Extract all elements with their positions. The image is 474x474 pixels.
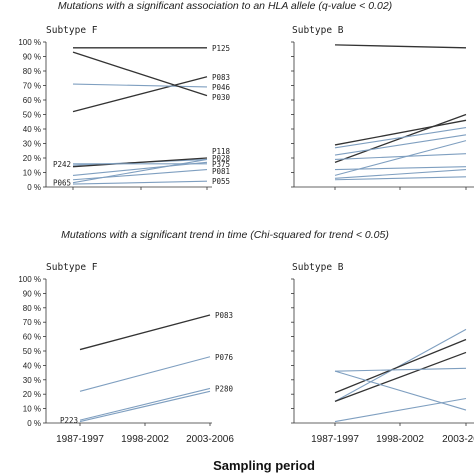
y-tick-label: 0 % xyxy=(27,183,41,192)
x-tick-label: 1987-1997 xyxy=(56,434,104,445)
series-line xyxy=(334,166,467,171)
series-label-p076: P076 xyxy=(215,353,234,362)
y-tick-label: 50 % xyxy=(23,111,41,120)
series-label-p083: P083 xyxy=(212,73,230,82)
series-label-p028: P028 xyxy=(212,154,231,163)
series-line xyxy=(334,351,467,403)
series-label-p223: P223 xyxy=(60,416,78,425)
bottom-panel-title: Mutations with a significant trend in ti… xyxy=(61,229,389,241)
series-line-p076 xyxy=(79,356,211,392)
y-tick-label: 80 % xyxy=(23,67,41,76)
series-line-p055 xyxy=(72,180,208,185)
series-line xyxy=(334,113,467,163)
panel-subtitle: Subtype F xyxy=(46,25,98,36)
series-label-p081: P081 xyxy=(212,167,230,176)
series-line-p375 xyxy=(72,161,208,176)
y-tick-label: 90 % xyxy=(23,53,41,62)
x-tick-label: 2003-2006 xyxy=(186,434,234,445)
series-line xyxy=(334,176,467,181)
y-tick-label: 40 % xyxy=(23,125,41,134)
series-label-p125: P125 xyxy=(212,44,230,53)
y-tick-label: 0 % xyxy=(27,419,41,428)
series-label-p375: P375 xyxy=(212,160,230,169)
y-tick-label: 10 % xyxy=(23,169,41,178)
y-tick-label: 70 % xyxy=(23,318,41,327)
y-tick-label: 50 % xyxy=(23,347,41,356)
y-tick-label: 70 % xyxy=(23,82,41,91)
series-line-p028 xyxy=(72,157,208,168)
series-line xyxy=(334,370,467,411)
series-line-p081 xyxy=(72,169,208,181)
y-tick-label: 30 % xyxy=(23,376,41,385)
series-label-p046: P046 xyxy=(212,83,231,92)
y-tick-label: 60 % xyxy=(23,333,41,342)
series-line-p065 xyxy=(72,158,208,184)
series-line-p223 xyxy=(79,390,211,423)
series-line xyxy=(334,397,467,423)
x-axis-label: Sampling period xyxy=(213,458,315,473)
series-label-p280: P280 xyxy=(215,384,234,393)
series-line-p280 xyxy=(79,387,211,421)
x-tick-label: 1998-2002 xyxy=(376,434,424,445)
series-line xyxy=(334,328,467,402)
series-line xyxy=(334,44,467,49)
series-label-p030: P030 xyxy=(212,93,231,102)
series-label-p083: P083 xyxy=(215,311,233,320)
series-label-p242: P242 xyxy=(53,160,71,169)
panel-subtitle: Subtype F xyxy=(46,262,98,273)
y-tick-label: 10 % xyxy=(23,405,41,414)
series-line xyxy=(334,140,467,176)
y-tick-label: 100 % xyxy=(18,275,41,284)
panel-subtitle: Subtype B xyxy=(292,262,344,273)
series-line-p083 xyxy=(79,314,211,351)
series-line-p046 xyxy=(72,83,208,88)
series-line xyxy=(334,134,467,156)
series-line-p083 xyxy=(72,76,208,113)
x-tick-label: 1987-1997 xyxy=(311,434,359,445)
series-line-p030 xyxy=(72,51,208,97)
series-line xyxy=(334,367,467,372)
y-tick-label: 90 % xyxy=(23,289,41,298)
series-line xyxy=(334,338,467,394)
x-tick-label: 1998-2002 xyxy=(121,434,169,445)
y-tick-label: 30 % xyxy=(23,140,41,149)
panel-subtitle: Subtype B xyxy=(292,25,344,36)
series-label-p055: P055 xyxy=(212,177,230,186)
top-panel-title: Mutations with a significant association… xyxy=(58,0,392,12)
series-line xyxy=(334,169,467,179)
y-tick-label: 40 % xyxy=(23,361,41,370)
y-tick-label: 100 % xyxy=(18,38,41,47)
y-tick-label: 60 % xyxy=(23,96,41,105)
series-line xyxy=(334,127,467,149)
series-line xyxy=(334,119,467,146)
series-line xyxy=(334,153,467,160)
y-tick-label: 20 % xyxy=(23,390,41,399)
y-tick-label: 80 % xyxy=(23,304,41,313)
x-tick-label: 2003-2006 xyxy=(442,434,474,445)
series-label-p065: P065 xyxy=(53,179,71,188)
y-tick-label: 20 % xyxy=(23,154,41,163)
series-label-p118: P118 xyxy=(212,147,231,156)
